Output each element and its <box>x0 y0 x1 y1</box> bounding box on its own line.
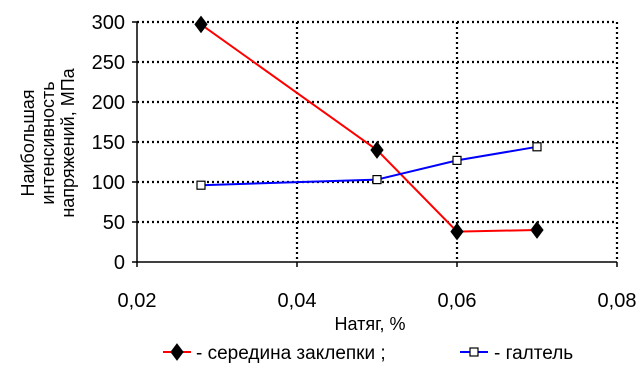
marker-diamond <box>450 222 464 241</box>
y-axis-label-line: интенсивность <box>38 81 58 204</box>
y-tick-label: 200 <box>92 92 125 114</box>
x-axis-label: Натяг, % <box>335 314 406 334</box>
marker-square <box>452 155 462 165</box>
x-tick-label: 0,04 <box>278 290 317 312</box>
series-1 <box>194 15 544 241</box>
series-2 <box>196 142 542 190</box>
marker-diamond <box>530 221 544 239</box>
marker-diamond <box>370 141 384 159</box>
series-line <box>200 23 538 233</box>
legend-item-2: - галтель <box>460 343 573 364</box>
y-axis-label-line: Наибольшая <box>18 89 38 196</box>
legend-item-1: - середина заклепки ; <box>163 343 386 364</box>
legend-label: - середина заклепки ; <box>196 343 386 364</box>
y-axis-label-line: напряжений, МПа <box>58 67 78 217</box>
series-line <box>200 145 538 187</box>
legend-label: - галтель <box>494 343 573 364</box>
axes <box>132 21 618 267</box>
y-tick-label: 150 <box>92 132 125 154</box>
legend: - середина заклепки ; - галтель <box>163 343 573 364</box>
y-tick-label: 250 <box>92 52 125 74</box>
y-tick-label: 100 <box>92 172 125 194</box>
x-tick-label: 0,02 <box>118 290 157 312</box>
marker-diamond <box>170 343 184 361</box>
marker-diamond <box>194 15 208 34</box>
tick-labels: 0 50 100 150 200 250 300 0,02 0,04 0,06 0,08 <box>92 12 637 312</box>
x-tick-label: 0,06 <box>438 290 477 312</box>
y-tick-label: 300 <box>92 12 125 34</box>
marker-square <box>469 347 479 357</box>
y-tick-label: 0 <box>114 252 125 274</box>
series-layer <box>194 15 544 241</box>
y-axis-label: Наибольшая интенсивность напряжений, МПа <box>18 67 78 217</box>
marker-square <box>372 175 382 185</box>
marker-square <box>196 180 206 190</box>
marker-square <box>532 142 542 152</box>
y-tick-label: 50 <box>103 212 125 234</box>
x-tick-label: 0,08 <box>598 290 637 312</box>
